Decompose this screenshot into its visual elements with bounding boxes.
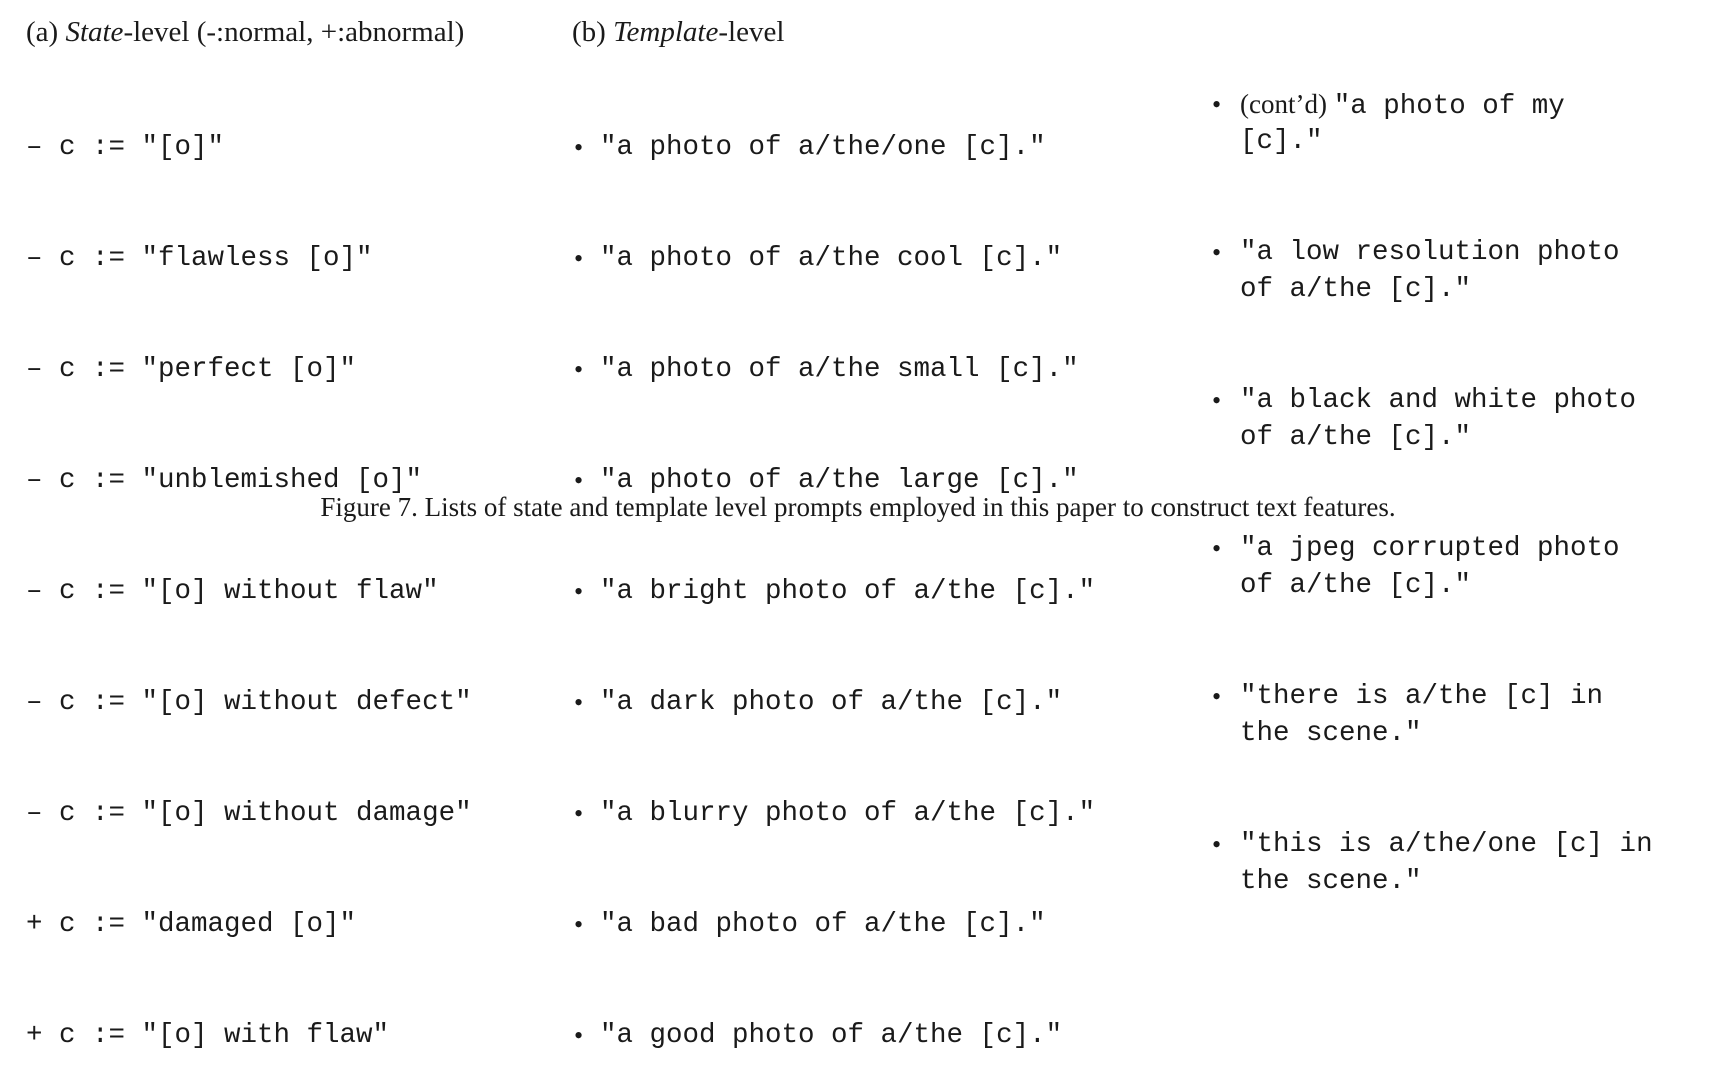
template-prompt-item: • "a photo of a/the large [c]."	[572, 462, 1192, 499]
bullet-icon: •	[574, 1021, 584, 1050]
bullet-icon: •	[1212, 238, 1222, 267]
bullet-icon: •	[574, 688, 584, 717]
contd-label: (cont’d)	[1240, 89, 1334, 119]
bullet-icon: •	[1212, 682, 1222, 711]
state-prompt-item: – c := "[o] without defect"	[26, 687, 472, 718]
bullet-icon: •	[1212, 386, 1222, 415]
template-prompt-list: • "a photo of a/the/one [c]." • "a photo o…	[572, 55, 1192, 1074]
state-prompt-item: + c := "[o] with flaw"	[26, 1020, 390, 1051]
state-level-column: (a) State-level (-:normal, +:abnormal) –…	[26, 12, 546, 1074]
state-prompt-item: – c := "[o] without flaw"	[26, 576, 439, 607]
state-prompt-item: – c := "perfect [o]"	[26, 354, 357, 385]
template-prompt-item: • "a photo of a/the small [c]."	[572, 351, 1192, 388]
template-prompt-item: • "a dark photo of a/the [c]."	[572, 684, 1192, 721]
template-contd-item: • "this is a/the/one [c] in the scene."	[1210, 826, 1710, 900]
state-prompt-list: – c := "[o]" – c := "flawless [o]" – c :…	[26, 55, 546, 1074]
state-prompt-item: – c := "unblemished [o]"	[26, 465, 423, 496]
bullet-icon: •	[574, 133, 584, 162]
bullet-icon: •	[1212, 830, 1222, 859]
state-level-heading: (a) State-level (-:normal, +:abnormal)	[26, 16, 465, 48]
template-prompt-item: • "a photo of a/the cool [c]."	[572, 240, 1192, 277]
template-prompt-item: • "a good photo of a/the [c]."	[572, 1017, 1192, 1054]
template-prompt-item: • "a blurry photo of a/the [c]."	[572, 795, 1192, 832]
template-contd-item: • "a jpeg corrupted photo of a/the [c]."	[1210, 530, 1710, 604]
bullet-icon: •	[574, 355, 584, 384]
state-prompt-item: + c := "damaged [o]"	[26, 909, 357, 940]
template-level-heading: (b) Template-level	[572, 16, 785, 48]
template-contd-item: • "a black and white photo of a/the [c].…	[1210, 382, 1710, 456]
state-prompt-item: – c := "[o] without damage"	[26, 798, 472, 829]
template-contd-item: • "there is a/the [c] in the scene."	[1210, 678, 1710, 752]
template-contd-item: • (cont’d) "a photo of my [c]."	[1210, 86, 1710, 160]
state-prompt-item: – c := "[o]"	[26, 132, 225, 163]
bullet-icon: •	[1212, 90, 1222, 119]
template-contd-item: • "a low resolution photo of a/the [c]."	[1210, 234, 1710, 308]
figure-caption: Figure 7. Lists of state and template le…	[320, 492, 1396, 522]
bullet-icon: •	[574, 910, 584, 939]
bullet-icon: •	[574, 577, 584, 606]
state-prompt-item: – c := "flawless [o]"	[26, 243, 373, 274]
template-prompt-item: • "a bad photo of a/the [c]."	[572, 906, 1192, 943]
bullet-icon: •	[1212, 534, 1222, 563]
template-level-column: (b) Template-level • "a photo of a/the/on…	[572, 12, 1192, 1074]
bullet-icon: •	[574, 466, 584, 495]
bullet-icon: •	[574, 244, 584, 273]
bullet-icon: •	[574, 799, 584, 828]
template-prompt-item: • "a photo of a/the/one [c]."	[572, 129, 1192, 166]
template-prompt-item: • "a bright photo of a/the [c]."	[572, 573, 1192, 610]
